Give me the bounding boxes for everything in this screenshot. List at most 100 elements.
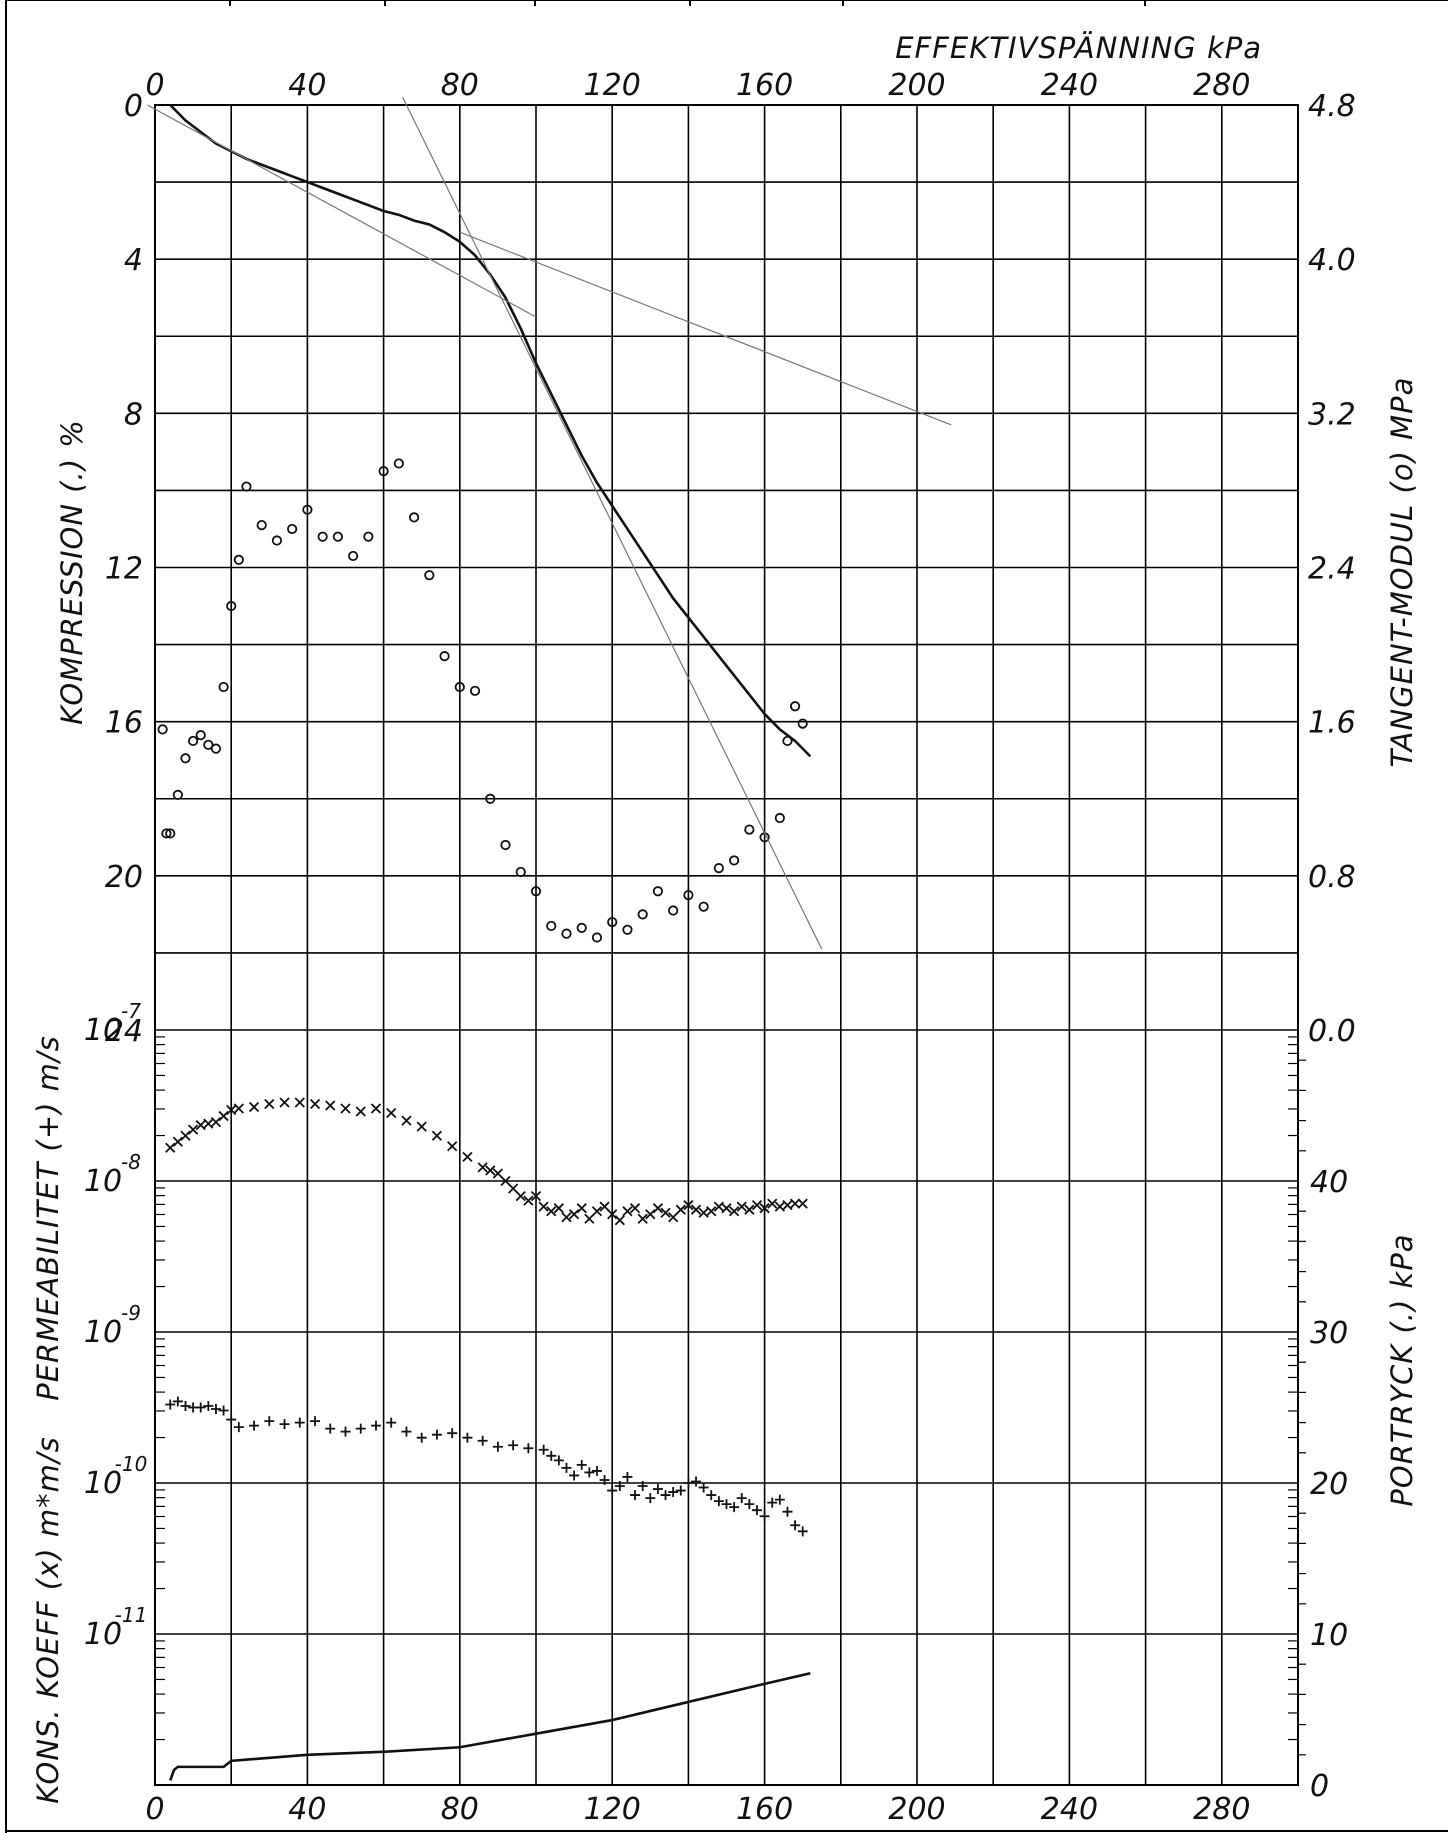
permeability-point (233, 1422, 244, 1433)
permeability-point (599, 1474, 610, 1485)
permeability-point (226, 1414, 237, 1425)
decade-label: 10 (84, 1466, 122, 1501)
compression-tick-label: 0 (124, 89, 143, 124)
modulus-tick-label: 3.2 (1308, 397, 1356, 432)
decade-exponent: -7 (121, 999, 141, 1023)
permeability-point (706, 1490, 717, 1501)
x-tick-label-bottom: 0 (145, 1792, 164, 1827)
x-tick-label-bottom: 40 (288, 1792, 326, 1827)
permeability-point (569, 1470, 580, 1481)
modulus-point (378, 466, 389, 477)
pore-pressure-curve (169, 1671, 811, 1781)
modulus-point (744, 824, 755, 835)
modulus-point (454, 681, 465, 693)
modulus-point (515, 866, 526, 878)
consolidation-point (767, 1198, 778, 1209)
modulus-point (607, 916, 618, 928)
portryck-tick-label: 20 (1310, 1467, 1348, 1502)
consolidation-point (340, 1103, 351, 1114)
x-tick-label-top: 280 (1193, 68, 1250, 103)
portryck-tick-label: 0 (1310, 1769, 1329, 1804)
permeability-point (172, 1396, 183, 1407)
consolidation-point (485, 1165, 496, 1176)
modulus-tick-label: 1.6 (1308, 706, 1356, 741)
modulus-point (157, 724, 168, 735)
portryck-tick-label: 30 (1310, 1316, 1348, 1351)
left-axis-title-kons-koeff: KONS. KOEFF (x) m*m/s (31, 1436, 65, 1803)
modulus-point (782, 735, 793, 747)
permeability-point (447, 1428, 458, 1439)
left-axis-title-permeabilitet: PERMEABILITET (+) m/s (31, 1035, 65, 1401)
consolidation-point (492, 1168, 504, 1179)
modulus-point (424, 570, 435, 581)
permeability-point (553, 1455, 564, 1466)
consolidation-point (508, 1183, 519, 1194)
consolidation-point (180, 1130, 191, 1141)
modulus-point (302, 504, 313, 515)
modulus-tick-label: 0.0 (1308, 1014, 1356, 1049)
permeability-point (195, 1402, 206, 1413)
modulus-point (233, 554, 244, 565)
x-tick-label-bottom: 80 (441, 1792, 479, 1827)
modulus-point (408, 512, 420, 523)
modulus-point (668, 905, 679, 916)
modulus-point (241, 481, 252, 492)
x-tick-label-top: 120 (584, 68, 641, 103)
modulus-point (591, 932, 603, 943)
modulus-point (530, 886, 542, 897)
portryck-tick-label: 40 (1310, 1165, 1348, 1200)
permeability-point (401, 1426, 412, 1437)
modulus-point (698, 901, 709, 912)
compression-tick-label: 16 (105, 706, 143, 741)
permeability-point (751, 1505, 762, 1516)
permeability-point (729, 1502, 740, 1513)
modulus-point (218, 681, 229, 693)
modulus-point (652, 886, 664, 897)
permeability-point (691, 1476, 702, 1487)
x-tick-label-bottom: 120 (584, 1792, 641, 1827)
consolidation-point (706, 1206, 717, 1217)
consolidation-point (698, 1207, 709, 1218)
permeability-point (797, 1526, 808, 1537)
permeability-point (759, 1511, 770, 1522)
consolidation-point (782, 1200, 793, 1211)
permeability-point (165, 1399, 176, 1410)
construction-line (147, 104, 537, 318)
consolidation-point (477, 1162, 488, 1173)
consolidation-point (462, 1151, 473, 1162)
compression-tick-label: 12 (105, 552, 143, 587)
compression-tick-label: 20 (105, 860, 143, 895)
consolidation-point (629, 1203, 641, 1214)
consolidation-point (370, 1103, 382, 1114)
consolidation-point (789, 1198, 801, 1209)
consolidation-point (546, 1206, 557, 1217)
permeability-point (386, 1417, 397, 1428)
modulus-point (256, 520, 267, 531)
consolidation-point (210, 1116, 222, 1128)
permeability-point (782, 1506, 793, 1517)
consolidation-point (264, 1098, 275, 1110)
permeability-point (645, 1493, 656, 1504)
consolidation-point (538, 1201, 549, 1212)
consolidation-point (675, 1204, 686, 1215)
modulus-point (332, 531, 343, 542)
permeability-point (683, 1478, 694, 1488)
decade-exponent: -8 (121, 1150, 141, 1174)
consolidation-point (309, 1098, 321, 1110)
right-axis-title-portryck: PORTRYCK (.) kPa (1385, 1233, 1419, 1506)
modulus-point (363, 531, 374, 542)
consolidation-point (233, 1103, 244, 1114)
plot-grid (154, 104, 1299, 1786)
consolidation-point (751, 1200, 763, 1211)
consolidation-point (325, 1100, 336, 1111)
axis-labels: 0040408080120120160160200200240240280280… (84, 68, 1356, 1827)
x-tick-label-bottom: 280 (1193, 1792, 1250, 1827)
portryck-tick-label: 10 (1310, 1618, 1348, 1653)
consolidation-point (515, 1190, 526, 1202)
permeability-point (279, 1419, 290, 1430)
permeability-point (576, 1459, 587, 1470)
consolidation-point (218, 1110, 229, 1122)
consolidation-point (660, 1207, 671, 1218)
decade-label: 10 (84, 1164, 122, 1199)
